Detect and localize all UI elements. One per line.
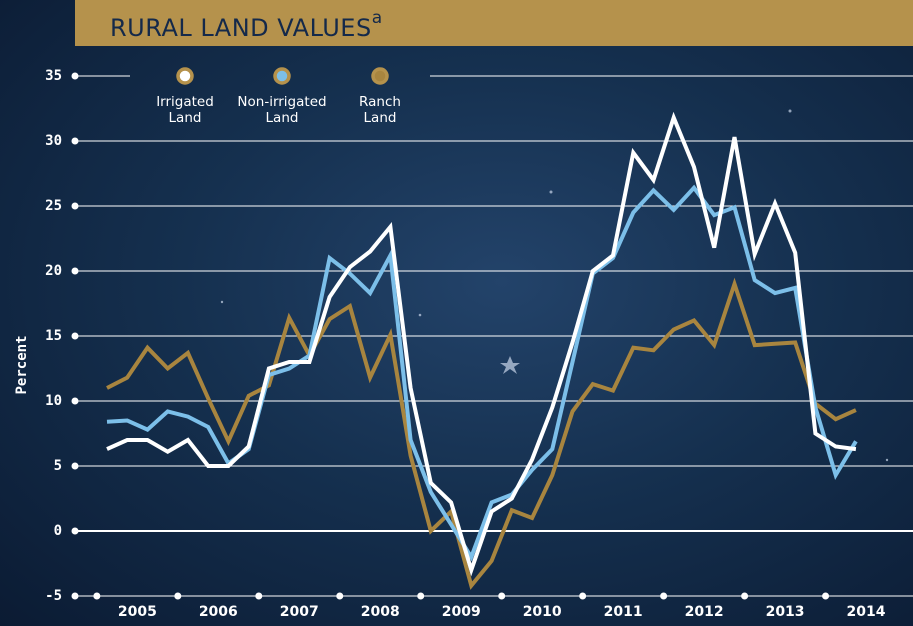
x-axis-dot	[822, 592, 830, 600]
legend-label: Ranch Land	[359, 94, 401, 126]
y-tick-label: 10	[45, 393, 62, 409]
title-text: RURAL LAND VALUES	[110, 14, 372, 42]
y-tick-label: 25	[45, 198, 62, 214]
series-line	[106, 277, 857, 590]
x-tick-label: 2005	[118, 604, 157, 620]
legend-label: Irrigated Land	[156, 94, 214, 126]
y-axis-label: Percent	[14, 335, 30, 394]
x-tick-label: 2008	[361, 604, 400, 620]
x-axis-dot	[93, 592, 101, 600]
y-tick-dot	[71, 462, 79, 470]
y-tick-dot	[71, 72, 79, 80]
y-tick-label: 30	[45, 133, 62, 149]
series-line	[106, 111, 857, 577]
x-axis-dot	[336, 592, 344, 600]
y-tick-dot	[71, 332, 79, 340]
y-tick-dot	[71, 267, 79, 275]
x-axis-dot	[255, 592, 263, 600]
legend-marker	[371, 67, 389, 85]
star	[418, 313, 422, 317]
title-banner	[75, 0, 913, 46]
stars	[220, 109, 889, 462]
y-tick-dot	[71, 592, 79, 600]
x-axis-dot	[417, 592, 425, 600]
title-note: a	[371, 8, 383, 28]
legend-label: Non-irrigated Land	[237, 94, 327, 126]
x-axis-dot	[660, 592, 668, 600]
x-tick-label: 2014	[847, 604, 886, 620]
y-tick-dot	[71, 202, 79, 210]
legend-marker	[176, 67, 194, 85]
legend-marker	[273, 67, 291, 85]
y-tick-label: 35	[45, 68, 62, 84]
star	[788, 109, 792, 113]
x-axis-dot	[741, 592, 749, 600]
y-tick-dot	[71, 137, 79, 145]
y-tick-label: 5	[54, 458, 62, 474]
x-tick-label: 2007	[280, 604, 319, 620]
x-tick-label: 2011	[604, 604, 643, 620]
chart-title: RURAL LAND VALUESa	[110, 8, 383, 42]
y-tick-label: 0	[54, 523, 62, 539]
x-tick-label: 2013	[766, 604, 805, 620]
y-tick-label: -5	[45, 588, 62, 604]
series-line	[106, 184, 858, 562]
star	[885, 458, 889, 462]
x-tick-label: 2012	[685, 604, 724, 620]
y-tick-dot	[71, 527, 79, 535]
x-axis-dot	[174, 592, 182, 600]
x-axis-dot	[498, 592, 506, 600]
star	[549, 190, 553, 194]
x-tick-label: 2006	[199, 604, 238, 620]
x-tick-label: 2010	[523, 604, 562, 620]
star	[220, 300, 224, 304]
y-tick-label: 15	[45, 328, 62, 344]
y-tick-label: 20	[45, 263, 62, 279]
x-tick-label: 2009	[442, 604, 481, 620]
x-axis-dot	[579, 592, 587, 600]
y-tick-dot	[71, 397, 79, 405]
star	[500, 356, 520, 374]
